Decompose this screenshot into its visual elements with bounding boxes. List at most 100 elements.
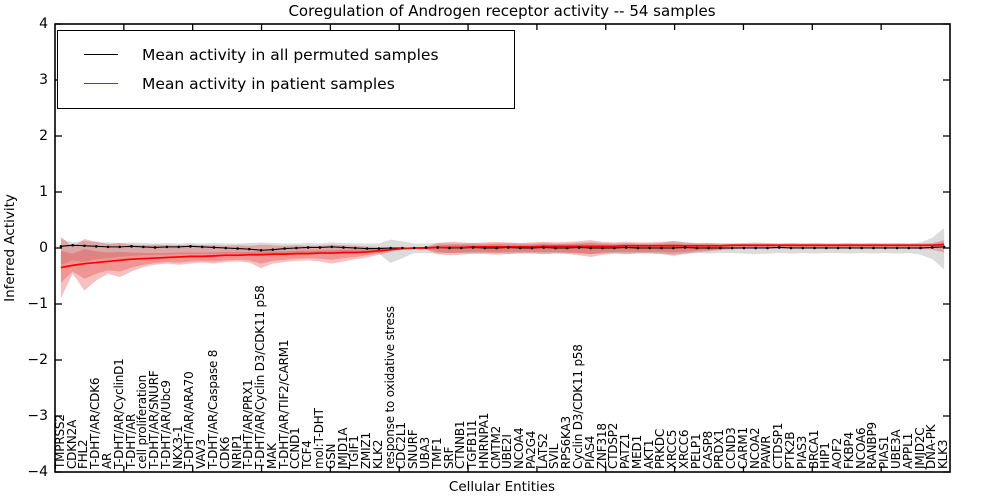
y-tick-label: −3 xyxy=(27,408,48,424)
x-tick-label: T-DHT/AR/Cyclin D3/CDK11 p58 xyxy=(253,285,268,469)
permuted-mean-marker xyxy=(412,246,416,250)
permuted-mean-marker xyxy=(259,248,263,252)
permuted-mean-marker xyxy=(565,246,569,250)
permuted-mean-marker xyxy=(71,243,74,247)
permuted-mean-marker xyxy=(153,246,157,249)
permuted-mean-marker xyxy=(613,246,616,250)
y-tick-label: −2 xyxy=(27,352,48,368)
permuted-mean-marker xyxy=(495,246,498,250)
permuted-samples-spread xyxy=(60,227,945,270)
permuted-mean-marker xyxy=(295,246,298,250)
permuted-mean-marker xyxy=(377,247,381,250)
permuted-mean-marker xyxy=(401,246,404,250)
legend-label-permuted: Mean activity in all permuted samples xyxy=(142,45,439,64)
permuted-mean-marker xyxy=(530,246,534,250)
permuted-mean-marker xyxy=(424,246,428,249)
permuted-mean-marker xyxy=(212,246,216,249)
permuted-mean-marker xyxy=(883,246,887,250)
permuted-mean-marker xyxy=(365,247,369,250)
permuted-mean-marker xyxy=(177,245,180,249)
permuted-mean-marker xyxy=(683,246,687,249)
y-tick-label: −4 xyxy=(27,464,48,480)
permuted-mean-marker xyxy=(507,246,510,249)
permuted-mean-marker xyxy=(459,246,463,250)
permuted-mean-marker xyxy=(872,246,875,250)
permuted-mean-marker xyxy=(200,245,204,249)
permuted-mean-marker xyxy=(766,246,769,250)
y-tick-label: 2 xyxy=(39,128,48,144)
permuted-mean-marker xyxy=(118,245,122,249)
permuted-mean-marker xyxy=(59,245,63,248)
permuted-mean-marker xyxy=(436,246,440,249)
permuted-mean-marker xyxy=(601,246,604,250)
permuted-mean-marker xyxy=(542,246,546,249)
permuted-mean-marker xyxy=(777,246,781,249)
permuted-mean-marker xyxy=(271,248,275,251)
y-tick-label: 4 xyxy=(39,16,48,32)
permuted-mean-marker xyxy=(789,246,793,250)
legend-line-sample-permuted xyxy=(84,54,118,55)
permuted-mean-marker xyxy=(83,244,86,248)
permuted-mean-marker xyxy=(283,247,286,250)
permuted-mean-marker xyxy=(189,245,192,248)
patient-samples-spread-inner xyxy=(60,242,945,283)
permuted-mean-marker xyxy=(895,246,899,250)
y-tick-label: 0 xyxy=(39,240,48,256)
permuted-mean-marker xyxy=(448,246,451,250)
legend: Mean activity in all permuted samples Me… xyxy=(57,30,515,109)
permuted-mean-marker xyxy=(330,245,334,249)
permuted-mean-marker xyxy=(165,245,169,249)
permuted-mean-marker xyxy=(742,246,746,250)
y-tick-label: 3 xyxy=(39,72,48,88)
patient-samples-spread-outer xyxy=(60,236,945,299)
permuted-mean-marker xyxy=(801,246,805,250)
permuted-mean-marker xyxy=(919,246,922,250)
permuted-mean-marker xyxy=(389,246,392,250)
permuted-mean-marker xyxy=(860,246,863,250)
permuted-mean-marker xyxy=(106,245,110,249)
permuted-mean-marker xyxy=(248,247,251,251)
permuted-mean-marker xyxy=(719,246,722,250)
permuted-mean-marker xyxy=(695,246,699,250)
legend-item-patient: Mean activity in patient samples xyxy=(72,69,506,98)
permuted-mean-marker xyxy=(836,246,840,250)
permuted-mean-marker xyxy=(589,246,593,250)
y-tick-label: −1 xyxy=(27,296,48,312)
permuted-mean-marker xyxy=(577,246,581,249)
permuted-mean-marker xyxy=(848,246,852,250)
permuted-mean-marker xyxy=(130,245,133,248)
permuted-mean-marker xyxy=(907,246,911,250)
permuted-mean-marker xyxy=(730,246,734,250)
permuted-mean-marker xyxy=(754,246,757,250)
permuted-mean-marker xyxy=(707,246,710,250)
permuted-mean-marker xyxy=(518,246,522,250)
permuted-mean-marker xyxy=(236,247,239,250)
permuted-mean-marker xyxy=(624,246,628,249)
permuted-mean-marker xyxy=(931,246,934,249)
legend-item-permuted: Mean activity in all permuted samples xyxy=(72,40,506,69)
permuted-mean-marker xyxy=(554,246,557,250)
permuted-mean-marker xyxy=(142,245,145,249)
permuted-mean-marker xyxy=(636,246,640,250)
permuted-mean-marker xyxy=(353,246,357,250)
permuted-mean-marker xyxy=(825,246,828,250)
permuted-mean-marker xyxy=(671,246,675,250)
permuted-mean-marker xyxy=(224,246,228,250)
permuted-mean-marker xyxy=(483,246,487,250)
permuted-mean-marker xyxy=(471,246,475,249)
legend-line-sample-patient xyxy=(84,83,118,84)
chart-title: Coregulation of Androgen receptor activi… xyxy=(288,2,716,20)
y-tick-label: 1 xyxy=(39,184,48,200)
permuted-mean-marker xyxy=(813,246,816,250)
legend-label-patient: Mean activity in patient samples xyxy=(142,74,395,93)
permuted-mean-marker xyxy=(660,246,663,250)
permuted-mean-marker xyxy=(306,246,310,249)
patient-mean-line xyxy=(60,243,945,269)
permuted-mean-marker xyxy=(318,246,322,249)
permuted-mean-marker xyxy=(648,246,652,250)
x-tick-label: KLK3 xyxy=(936,439,951,469)
x-axis-label: Cellular Entities xyxy=(448,479,556,495)
permuted-mean-marker xyxy=(342,246,345,249)
